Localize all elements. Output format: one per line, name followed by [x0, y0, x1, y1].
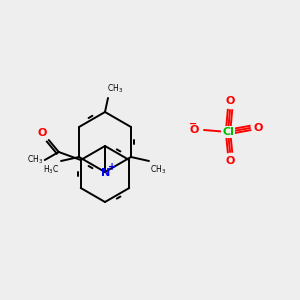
Text: O: O	[225, 96, 235, 106]
Text: +: +	[108, 162, 116, 172]
Text: O: O	[225, 156, 235, 166]
Text: O: O	[38, 128, 47, 138]
Text: CH$_3$: CH$_3$	[150, 163, 166, 175]
Text: O: O	[254, 123, 263, 133]
Text: CH$_3$: CH$_3$	[107, 82, 123, 95]
Text: O: O	[190, 125, 199, 135]
Text: −: −	[189, 119, 197, 129]
Text: N: N	[101, 168, 111, 178]
Text: H$_3$C: H$_3$C	[43, 163, 59, 175]
Text: Cl: Cl	[222, 127, 234, 137]
Text: CH$_3$: CH$_3$	[27, 154, 43, 166]
